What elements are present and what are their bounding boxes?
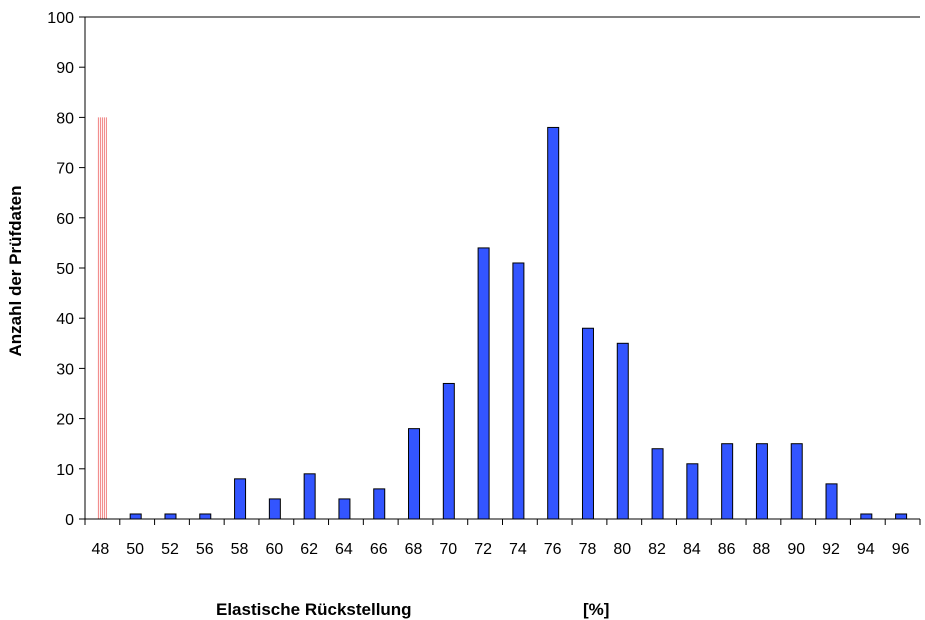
x-tick-label: 66 (370, 541, 388, 558)
bar-72 (477, 247, 490, 520)
y-tick-label: 60 (56, 211, 74, 228)
x-tick-label: 88 (753, 541, 771, 558)
x-tick-label: 50 (126, 541, 144, 558)
ticks-layer: 0 10 20 30 40 50 60 70 80 90 100 48 50 52 56 58 60 62 64 66… (47, 10, 921, 558)
x-tick-label: 92 (822, 541, 840, 558)
bar-76 (547, 126, 560, 520)
x-tick-label: 48 (91, 541, 109, 558)
bar-92 (825, 483, 838, 520)
x-tick-label: 58 (231, 541, 249, 558)
x-tick-label: 78 (579, 541, 597, 558)
y-tick-label: 90 (56, 60, 74, 77)
y-tick-label: 40 (56, 311, 74, 328)
x-tick-label: 80 (613, 541, 631, 558)
bar-70 (442, 382, 455, 520)
x-tick-label: 56 (196, 541, 214, 558)
bar-58 (234, 478, 247, 520)
y-tick-label: 70 (56, 161, 74, 178)
x-tick-label: 74 (509, 541, 527, 558)
y-axis-title: Anzahl der Prüfdaten (6, 186, 25, 357)
marker-layer (97, 117, 107, 519)
y-tick-label: 20 (56, 412, 74, 429)
y-tick-label: 0 (65, 512, 74, 529)
bar-52 (164, 513, 177, 520)
y-tick-label: 50 (56, 261, 74, 278)
x-tick-label: 82 (648, 541, 666, 558)
marker-bar (97, 117, 107, 519)
x-tick-label: 60 (265, 541, 283, 558)
x-tick-label: 52 (161, 541, 179, 558)
x-tick-label: 70 (439, 541, 457, 558)
bar-80 (616, 342, 629, 520)
bar-94 (860, 513, 873, 520)
bar-66 (373, 488, 386, 520)
x-tick-label: 90 (787, 541, 805, 558)
bar-84 (686, 463, 699, 520)
bar-78 (581, 327, 594, 520)
bar-86 (721, 443, 734, 520)
bar-56 (199, 513, 212, 520)
y-tick-label: 100 (47, 10, 74, 27)
bar-88 (755, 443, 768, 520)
bar-90 (790, 443, 803, 520)
bar-82 (651, 448, 664, 520)
x-tick-label: 86 (718, 541, 736, 558)
x-tick-label: 64 (335, 541, 353, 558)
bar-60 (268, 498, 281, 520)
x-tick-label: 84 (683, 541, 701, 558)
y-tick-label: 10 (56, 462, 74, 479)
x-tick-label: 94 (857, 541, 875, 558)
y-tick-label: 30 (56, 361, 74, 378)
bar-50 (129, 513, 142, 520)
x-axis-unit: [%] (583, 600, 609, 619)
bar-96 (895, 513, 908, 520)
x-axis-title: Elastische Rückstellung (216, 600, 412, 619)
bar-64 (338, 498, 351, 520)
x-tick-label: 72 (474, 541, 492, 558)
x-tick-label: 62 (300, 541, 318, 558)
x-tick-label: 68 (405, 541, 423, 558)
y-tick-label: 80 (56, 110, 74, 127)
bar-68 (408, 428, 421, 520)
bar-74 (512, 262, 525, 520)
x-tick-label: 96 (892, 541, 910, 558)
bar-62 (303, 473, 316, 520)
x-tick-label: 76 (544, 541, 562, 558)
